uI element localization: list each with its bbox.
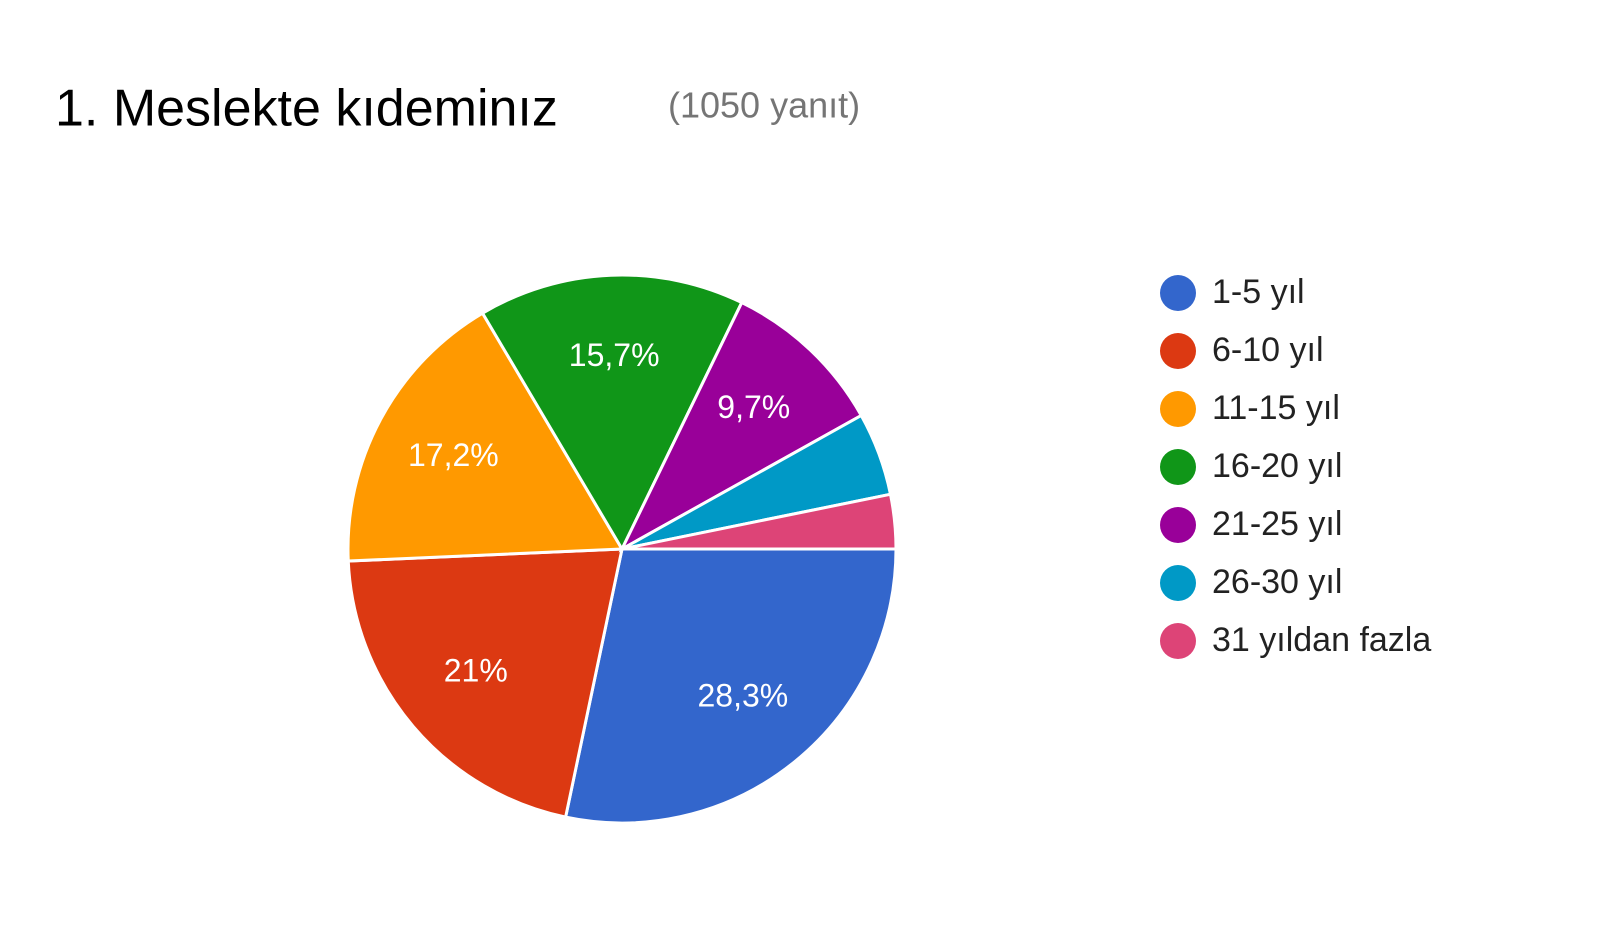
legend-swatch	[1160, 391, 1196, 427]
legend-label: 16-20 yıl	[1212, 447, 1342, 485]
legend-swatch	[1160, 565, 1196, 601]
legend-swatch	[1160, 449, 1196, 485]
pie-slice	[618, 300, 864, 553]
legend-label: 6-10 yıl	[1212, 331, 1324, 369]
slice-label: 17,2%	[408, 437, 499, 473]
legend-swatch	[1160, 507, 1196, 543]
pie-slice	[346, 547, 624, 819]
slice-label: 28,3%	[697, 677, 788, 713]
pie-slice	[346, 311, 625, 563]
slice-label: 21%	[444, 653, 508, 689]
legend-label: 21-25 yıl	[1212, 505, 1342, 543]
legend-label: 1-5 yıl	[1212, 273, 1305, 311]
legend-swatch	[1160, 275, 1196, 311]
chart-title: 1. Meslekte kıdeminız	[55, 80, 558, 138]
legend-swatch	[1160, 623, 1196, 659]
pie-slice	[480, 273, 744, 553]
slice-label: 9,7%	[717, 389, 790, 425]
chart-subtitle: (1050 yanıt)	[668, 85, 860, 126]
pie-slice	[563, 547, 898, 825]
pie-slice	[621, 492, 898, 551]
slice-label: 15,7%	[569, 337, 660, 373]
legend-label: 11-15 yıl	[1212, 389, 1340, 427]
legend-label: 26-30 yıl	[1212, 563, 1342, 601]
legend-label: 31 yıldan fazla	[1212, 621, 1431, 659]
legend-swatch	[1160, 333, 1196, 369]
